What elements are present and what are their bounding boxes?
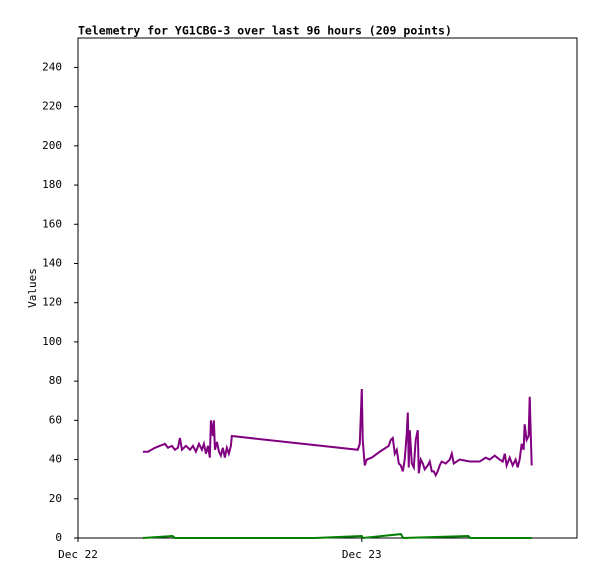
y-tick-label: 20 [49,492,62,505]
series-line [142,533,532,540]
y-tick-label: 200 [42,139,62,152]
y-tick-label: 40 [49,453,62,466]
y-tick-label: 80 [49,374,62,387]
y-tick-label: 180 [42,178,62,191]
y-tick-label: 100 [42,335,62,348]
series-line [142,388,533,478]
y-tick-label: 160 [42,217,62,230]
y-axis-label: Values [26,268,39,308]
y-tick-label: 240 [42,60,62,73]
plot-frame [77,37,578,539]
chart-title: Telemetry for YG1CBG-3 over last 96 hour… [78,24,452,38]
x-tick-label: Dec 23 [342,548,382,561]
y-tick-label: 140 [42,256,62,269]
y-tick-label: 120 [42,296,62,309]
y-tick-label: 0 [55,531,62,544]
y-tick-label: 60 [49,413,62,426]
y-tick-label: 220 [42,100,62,113]
x-tick-label: Dec 22 [58,548,98,561]
